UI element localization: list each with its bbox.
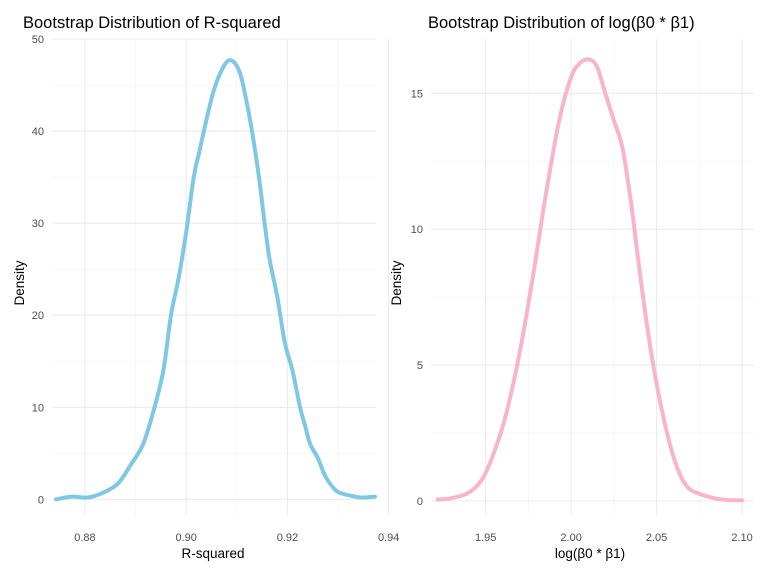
grid-r-squared: [52, 38, 390, 515]
y-tick-label: 10: [32, 402, 44, 414]
x-tick-labels-log-beta: 1.95 2.00 2.05 2.10: [475, 532, 753, 544]
x-tick-label: 0.92: [277, 532, 298, 544]
chart-title-log-beta: Bootstrap Distribution of log(β0 * β1): [428, 14, 695, 32]
grid-log-beta: [431, 39, 754, 515]
y-tick-labels-log-beta: 0 5 10 15: [411, 88, 423, 508]
y-tick-label: 40: [32, 126, 44, 138]
x-tick-label: 0.88: [74, 532, 95, 544]
x-axis-label-r-squared: R-squared: [181, 546, 244, 561]
x-tick-label: 0.94: [378, 532, 399, 544]
y-tick-label: 20: [32, 310, 44, 322]
y-tick-labels-r-squared: 0 10 20 30 40 50: [32, 34, 44, 506]
x-tick-label: 0.90: [175, 532, 196, 544]
y-tick-label: 15: [411, 88, 423, 100]
x-tick-labels-r-squared: 0.88 0.90 0.92 0.94: [74, 532, 399, 544]
y-tick-label: 50: [32, 34, 44, 46]
y-tick-label: 0: [417, 496, 423, 508]
y-axis-label-log-beta: Density: [389, 260, 404, 305]
x-axis-label-log-beta: log(β0 * β1): [555, 546, 625, 561]
x-tick-label: 2.00: [560, 532, 581, 544]
y-tick-label: 5: [417, 360, 423, 372]
y-tick-label: 30: [32, 218, 44, 230]
chart-title-r-squared: Bootstrap Distribution of R-squared: [23, 14, 281, 32]
y-tick-label: 10: [411, 224, 423, 236]
density-curve-r-squared: [54, 58, 377, 502]
y-tick-label: 0: [38, 494, 44, 506]
panel-r-squared: 0.88 0.90 0.92 0.94 0 10 20 30 40 50 Bootstrap D…: [12, 14, 399, 561]
x-tick-label: 2.05: [646, 532, 667, 544]
panel-log-beta: 1.95 2.00 2.05 2.10 0 5 10 15 Bootstrap Distri…: [389, 14, 754, 561]
density-curve-log-beta: [435, 57, 745, 503]
x-tick-label: 2.10: [731, 532, 752, 544]
x-tick-label: 1.95: [475, 532, 496, 544]
y-axis-label-r-squared: Density: [12, 260, 27, 305]
